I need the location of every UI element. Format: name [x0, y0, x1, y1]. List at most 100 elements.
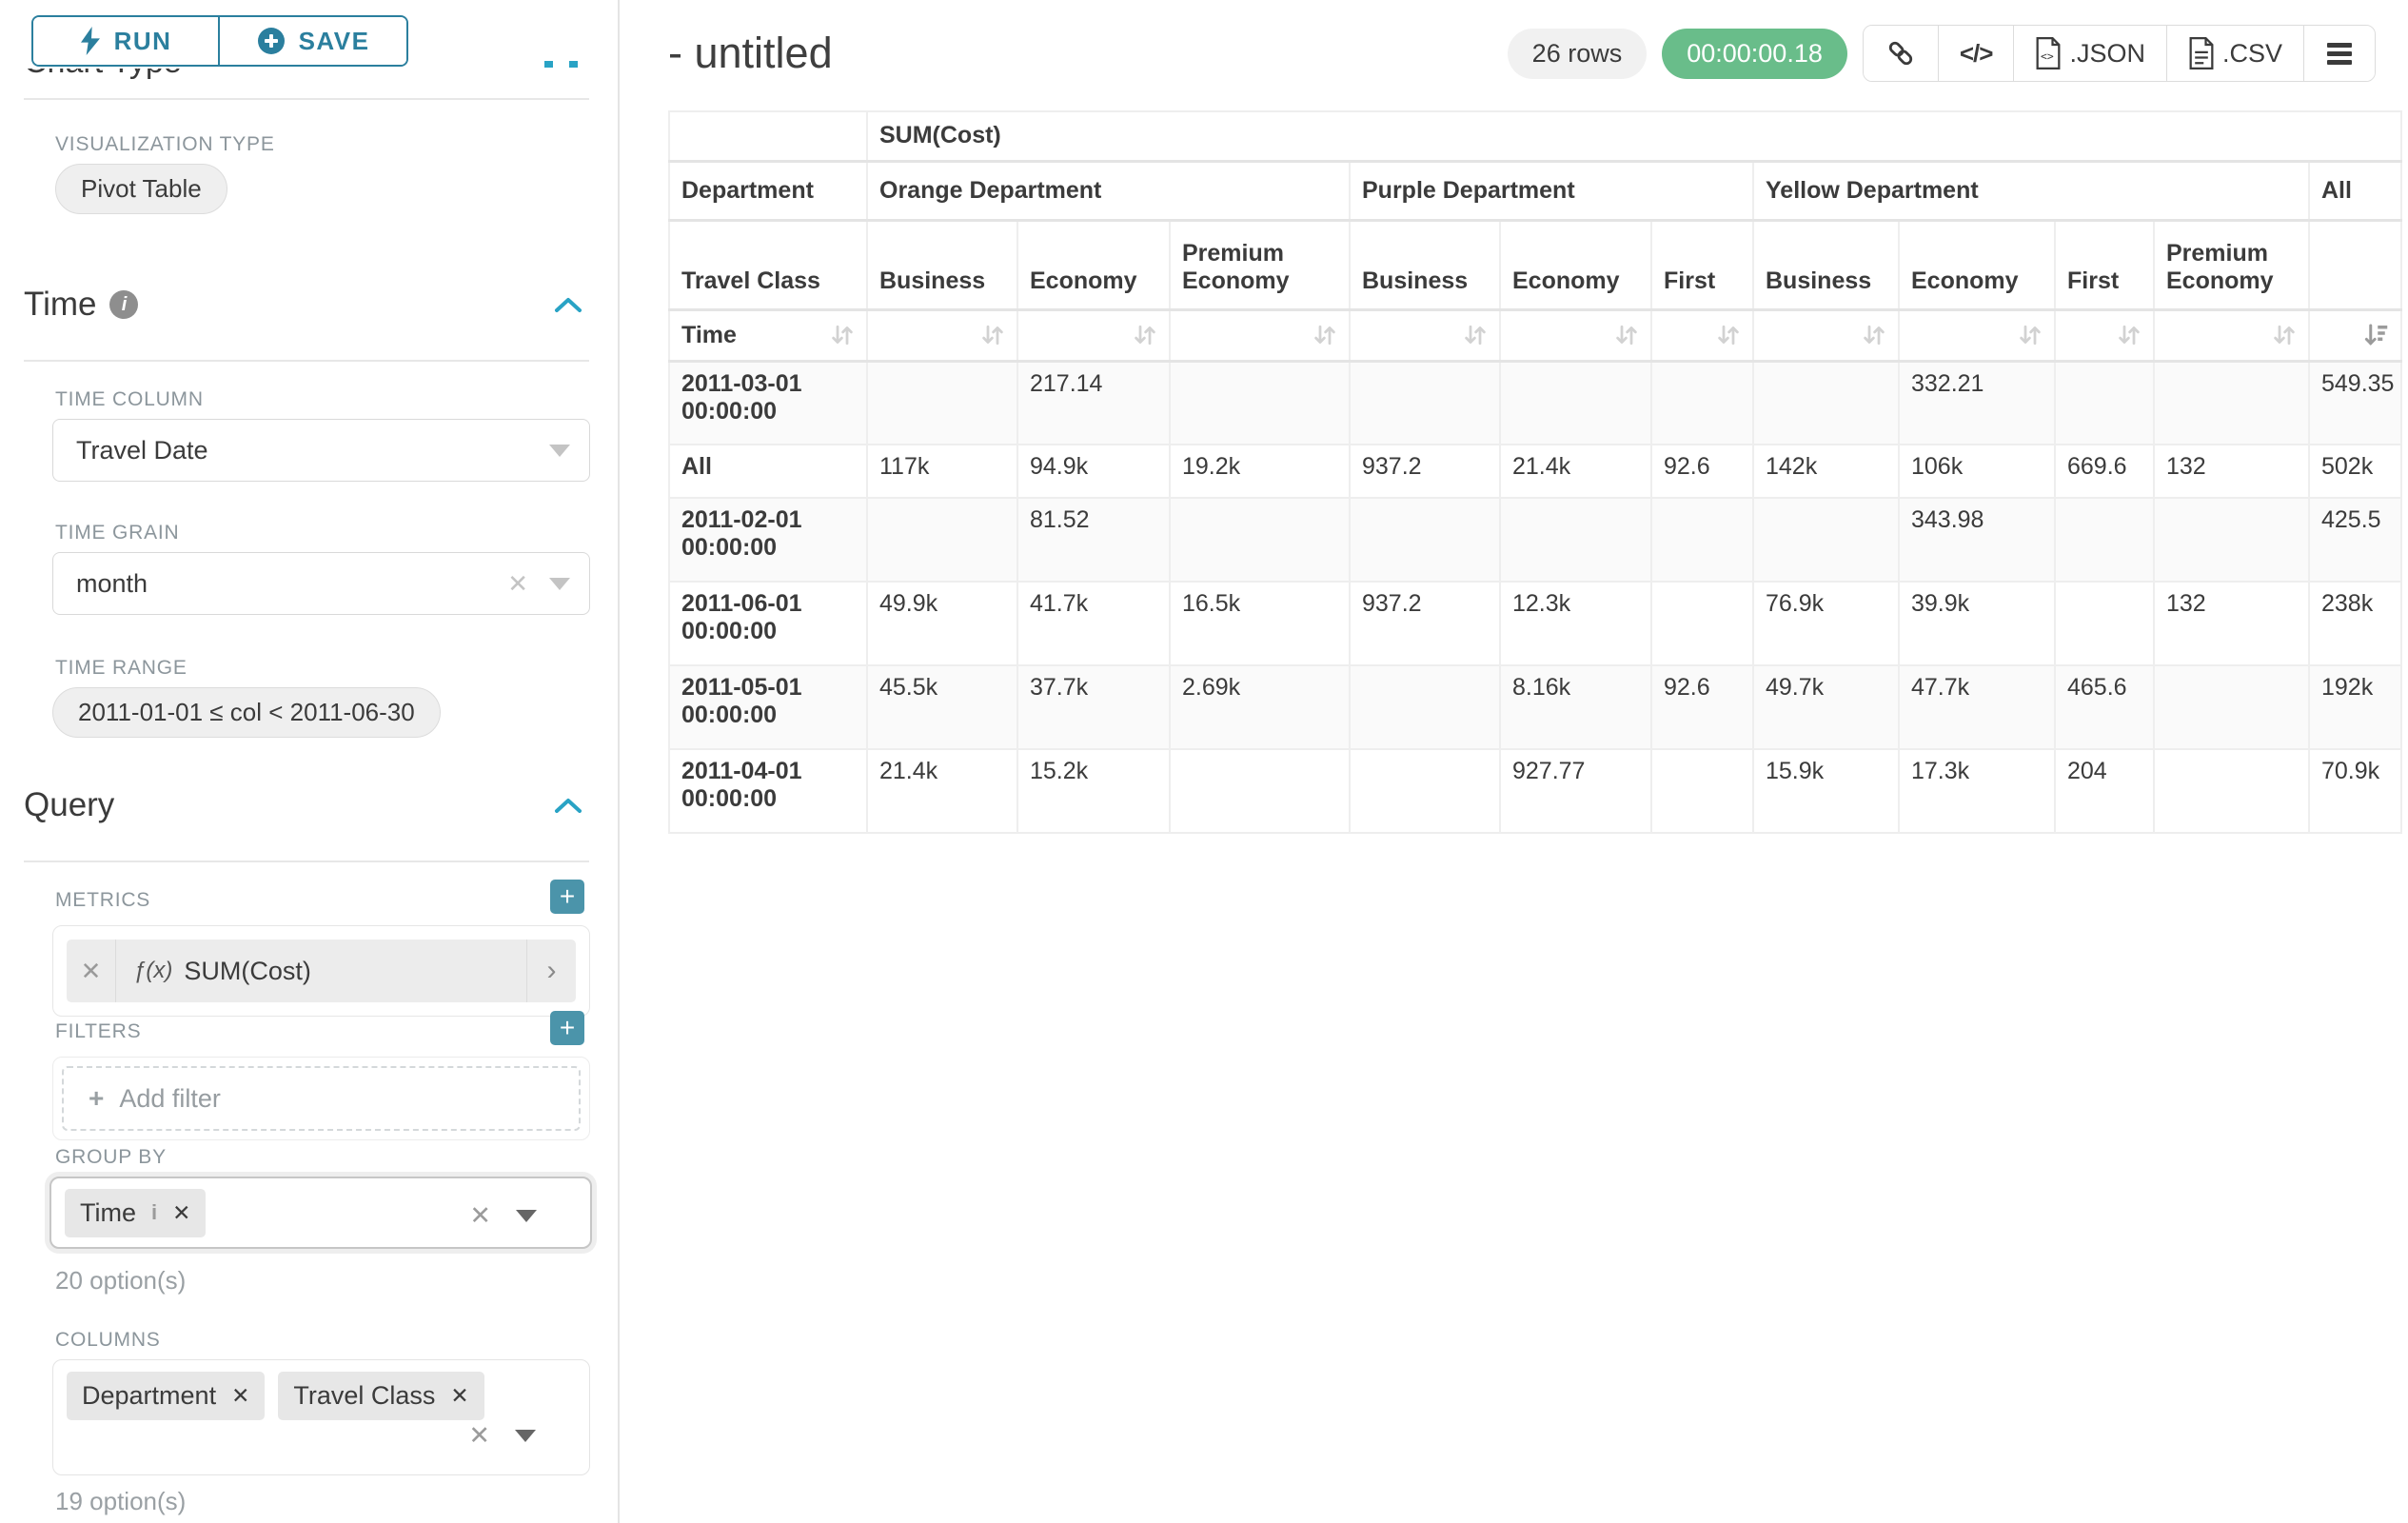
time-column-select[interactable]: Travel Date [52, 419, 590, 482]
embed-code-button[interactable]: </> [1939, 26, 2015, 81]
sort-icon[interactable] [2016, 321, 2044, 349]
json-label: .JSON [2069, 39, 2145, 69]
visualization-type-pill[interactable]: Pivot Table [55, 164, 227, 214]
clear-icon[interactable]: ✕ [507, 569, 528, 599]
sort-icon[interactable] [978, 321, 1007, 349]
pivot-cell: 21.4k [867, 749, 1017, 833]
pivot-cell [867, 498, 1017, 582]
share-link-button[interactable] [1864, 26, 1939, 81]
save-label: SAVE [299, 27, 370, 56]
column-sort-header [1170, 309, 1350, 361]
export-csv-button[interactable]: .CSV [2167, 26, 2304, 81]
file-csv-icon [2188, 37, 2215, 69]
pivot-cell: 217.14 [1017, 361, 1170, 445]
pivot-cell: 343.98 [1899, 498, 2055, 582]
travel-class-header: Premium Economy [1170, 220, 1350, 309]
chevron-fragment-icon [544, 61, 553, 68]
pivot-cell [1170, 361, 1350, 445]
sort-icon[interactable] [828, 321, 857, 349]
group-by-select[interactable]: Timei✕ ✕ [49, 1177, 592, 1249]
columns-chip[interactable]: Department ✕ [67, 1372, 265, 1420]
department-header: All [2309, 161, 2401, 220]
row-count-badge: 26 rows [1508, 29, 1648, 79]
filters-control: + Add filter [52, 1057, 590, 1140]
pivot-cell: 549.35 [2309, 361, 2401, 445]
chart-title[interactable]: - untitled [668, 29, 833, 78]
menu-button[interactable] [2304, 26, 2375, 81]
sort-icon[interactable] [2270, 321, 2299, 349]
add-metric-button[interactable]: + [550, 880, 584, 914]
time-range-pill[interactable]: 2011-01-01 ≤ col < 2011-06-30 [52, 687, 441, 738]
columns-chip-label: Department [82, 1381, 216, 1411]
remove-chip-icon[interactable]: ✕ [172, 1200, 190, 1226]
caret-down-icon[interactable] [515, 1430, 536, 1442]
remove-chip-icon[interactable]: ✕ [231, 1383, 249, 1409]
department-axis-label: Department [669, 161, 867, 220]
group-by-options-note: 20 option(s) [55, 1266, 186, 1296]
pivot-cell: 937.2 [1350, 582, 1500, 665]
row-header: All [669, 445, 867, 498]
pivot-cell [1651, 498, 1753, 582]
row-header: 2011-05-01 00:00:00 [669, 665, 867, 749]
columns-chip[interactable]: Travel Class✕ [278, 1372, 484, 1420]
hamburger-icon [2325, 41, 2354, 66]
header-controls: 26 rows 00:00:00.18 </> <> .JSON [1508, 25, 2376, 82]
chevron-right-icon[interactable]: › [526, 940, 576, 1002]
chevron-fragment-icon [569, 61, 578, 68]
columns-select[interactable]: Department✕Travel Class✕ ✕ [52, 1359, 590, 1475]
query-section-header[interactable]: Query [24, 786, 114, 824]
plus-icon: + [89, 1083, 104, 1114]
save-button[interactable]: SAVE [220, 17, 406, 65]
clear-all-icon[interactable]: ✕ [469, 1201, 491, 1231]
pivot-cell [867, 361, 1017, 445]
sort-icon[interactable] [1714, 321, 1743, 349]
add-filter-button[interactable]: + Add filter [62, 1066, 581, 1131]
run-save-button-group: RUN SAVE [31, 15, 408, 67]
pivot-cell: 192k [2309, 665, 2401, 749]
add-filter-plus-button[interactable]: + [550, 1011, 584, 1045]
sort-icon[interactable] [1131, 321, 1159, 349]
control-panel: Chart Type RUN SAVE VISUALIZATION TYPE P… [0, 0, 620, 1523]
pivot-cell: 132 [2154, 582, 2309, 665]
caret-down-icon[interactable] [516, 1210, 537, 1222]
csv-label: .CSV [2222, 39, 2282, 69]
sort-icon[interactable] [2115, 321, 2143, 349]
pivot-cell: 332.21 [1899, 361, 2055, 445]
column-sort-header [867, 309, 1017, 361]
remove-metric-icon[interactable]: ✕ [67, 940, 116, 1002]
file-json-icon: <> [2035, 37, 2062, 69]
sort-icon[interactable] [1612, 321, 1641, 349]
add-filter-label: Add filter [119, 1084, 221, 1114]
remove-chip-icon[interactable]: ✕ [450, 1383, 468, 1409]
pivot-cell [2055, 361, 2154, 445]
columns-label: COLUMNS [55, 1329, 161, 1352]
clear-all-icon[interactable]: ✕ [468, 1421, 490, 1451]
pivot-cell: 12.3k [1500, 582, 1651, 665]
pivot-cell: 70.9k [2309, 749, 2401, 833]
time-sort-header: Time [669, 309, 867, 361]
export-json-button[interactable]: <> .JSON [2014, 26, 2167, 81]
time-grain-select[interactable]: month ✕ [52, 552, 590, 615]
pivot-cell: 132 [2154, 445, 2309, 498]
caret-down-icon [549, 578, 570, 590]
time-range-label: TIME RANGE [55, 657, 188, 680]
pivot-cell: 81.52 [1017, 498, 1170, 582]
pivot-cell: 39.9k [1899, 582, 2055, 665]
run-button[interactable]: RUN [33, 17, 220, 65]
sort-icon[interactable] [1461, 321, 1490, 349]
column-sort-header [2055, 309, 2154, 361]
pivot-cell [2154, 361, 2309, 445]
time-section-header[interactable]: Time i [24, 286, 138, 324]
sort-icon[interactable] [1311, 321, 1339, 349]
row-header: 2011-03-01 00:00:00 [669, 361, 867, 445]
chevron-up-icon[interactable] [554, 796, 582, 815]
pivot-cell: 49.7k [1753, 665, 1899, 749]
sort-descending-icon[interactable] [2362, 321, 2391, 349]
chevron-up-icon[interactable] [554, 295, 582, 314]
info-circle-icon: i [109, 290, 138, 319]
pivot-cell: 76.9k [1753, 582, 1899, 665]
pivot-cell: 47.7k [1899, 665, 2055, 749]
metric-option[interactable]: ✕ ƒ(x) SUM(Cost) › [67, 940, 576, 1002]
group-by-chip[interactable]: Timei✕ [65, 1189, 206, 1237]
sort-icon[interactable] [1860, 321, 1888, 349]
